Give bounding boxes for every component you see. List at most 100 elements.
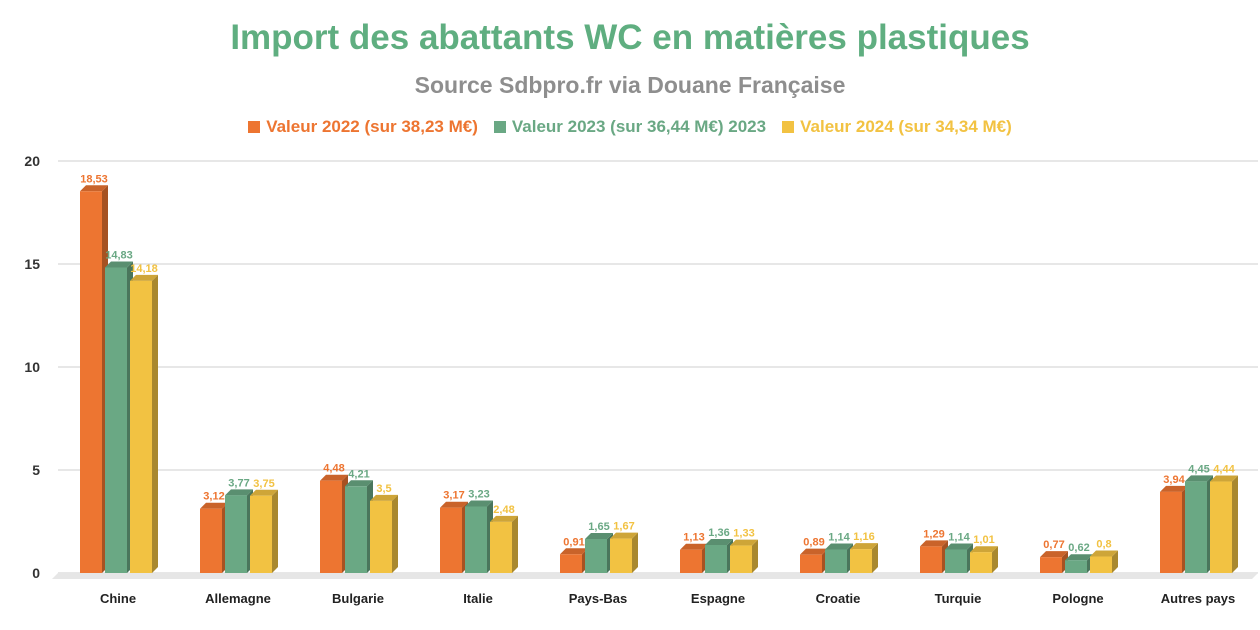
bar-top xyxy=(440,501,468,508)
y-tick-label: 10 xyxy=(24,359,40,375)
bar xyxy=(200,508,222,573)
data-label: 0,89 xyxy=(803,537,824,549)
x-tick-label: Turquie xyxy=(935,591,982,606)
x-tick-label: Pologne xyxy=(1052,591,1103,606)
bar-top xyxy=(1185,475,1213,482)
data-label: 0,91 xyxy=(563,536,584,548)
bar xyxy=(800,554,822,573)
bar-top xyxy=(680,543,708,550)
bar-top xyxy=(560,548,588,555)
data-label: 1,01 xyxy=(973,534,994,546)
x-tick-label: Allemagne xyxy=(205,591,271,606)
data-label: 2,48 xyxy=(493,504,514,516)
x-tick-label: Chine xyxy=(100,591,136,606)
bar-side xyxy=(1232,475,1238,573)
bar-top xyxy=(730,539,758,546)
data-label: 1,65 xyxy=(588,521,609,533)
bar xyxy=(850,549,872,573)
x-tick-label: Bulgarie xyxy=(332,591,384,606)
legend-label: Valeur 2022 (sur 38,23 M€) xyxy=(266,117,478,136)
bar-top xyxy=(80,185,108,192)
data-label: 0,77 xyxy=(1043,539,1064,551)
bar-side xyxy=(272,489,278,573)
bar-top xyxy=(1040,551,1068,558)
data-label: 3,12 xyxy=(203,491,224,503)
data-label: 14,83 xyxy=(105,250,133,262)
y-tick-label: 0 xyxy=(32,565,40,581)
bar xyxy=(345,486,367,573)
bar-top xyxy=(345,480,373,487)
chart-subtitle: Source Sdbpro.fr via Douane Française xyxy=(414,72,846,98)
data-label: 1,14 xyxy=(948,532,970,544)
bar-top xyxy=(705,538,733,545)
data-label: 4,48 xyxy=(323,463,344,475)
bar-top xyxy=(945,543,973,550)
bar xyxy=(730,545,752,573)
bar xyxy=(585,539,607,573)
data-label: 3,5 xyxy=(376,483,391,495)
chart-floor xyxy=(52,573,1258,579)
data-label: 3,94 xyxy=(1163,474,1185,486)
data-label: 1,29 xyxy=(923,528,944,540)
bar-side xyxy=(1112,550,1118,573)
bar-top xyxy=(800,548,828,555)
bar-top xyxy=(585,533,613,540)
x-tick-label: Croatie xyxy=(816,591,861,606)
bar-top xyxy=(1090,550,1118,557)
bar-top xyxy=(970,546,998,553)
bar xyxy=(1040,557,1062,573)
data-label: 1,16 xyxy=(853,531,874,543)
data-label: 1,36 xyxy=(708,527,729,539)
bar xyxy=(225,495,247,573)
data-label: 18,53 xyxy=(80,173,108,185)
legend: Valeur 2022 (sur 38,23 M€) Valeur 2023 (s… xyxy=(0,117,1260,137)
data-label: 3,23 xyxy=(468,488,489,500)
bar-side xyxy=(392,494,398,573)
legend-item: Valeur 2023 (sur 36,44 M€) 2023 xyxy=(493,117,766,137)
y-tick-label: 5 xyxy=(32,462,40,478)
bar xyxy=(825,549,847,573)
bar xyxy=(970,552,992,573)
bar xyxy=(465,506,487,573)
legend-label: Valeur 2024 (sur 34,34 M€) xyxy=(800,117,1012,136)
bar-side xyxy=(752,539,758,573)
bar-top xyxy=(370,494,398,501)
bar xyxy=(945,549,967,573)
bar-top xyxy=(490,515,518,522)
bar xyxy=(705,544,727,573)
bar xyxy=(1185,481,1207,573)
data-label: 4,21 xyxy=(348,468,369,480)
bar xyxy=(320,480,342,573)
data-label: 14,18 xyxy=(130,263,158,275)
bar-side xyxy=(152,274,158,573)
bar xyxy=(250,495,272,573)
bar xyxy=(1160,491,1182,573)
bar-side xyxy=(872,543,878,573)
data-label: 0,8 xyxy=(1096,539,1111,551)
bar-top xyxy=(1065,554,1093,561)
data-label: 3,75 xyxy=(253,478,274,490)
data-label: 1,14 xyxy=(828,532,850,544)
legend-swatch xyxy=(782,121,795,133)
bar-top xyxy=(1210,475,1238,482)
bar xyxy=(1090,556,1112,573)
bar-top xyxy=(465,500,493,507)
data-label: 0,62 xyxy=(1068,542,1089,554)
data-label: 4,44 xyxy=(1213,464,1235,476)
x-tick-label: Italie xyxy=(463,591,493,606)
bar-top xyxy=(105,261,133,268)
bar xyxy=(130,280,152,573)
legend-swatch xyxy=(493,121,506,133)
bar-top xyxy=(920,540,948,547)
bar-side xyxy=(992,546,998,573)
legend-item: Valeur 2022 (sur 38,23 M€) xyxy=(248,117,478,137)
data-label: 1,67 xyxy=(613,521,634,533)
data-label: 1,33 xyxy=(733,528,754,540)
x-tick-label: Pays-Bas xyxy=(569,591,628,606)
bar xyxy=(440,507,462,573)
bar-top xyxy=(1160,485,1188,492)
y-tick-label: 20 xyxy=(24,153,40,169)
bar-top xyxy=(825,543,853,550)
bar xyxy=(1065,560,1087,573)
